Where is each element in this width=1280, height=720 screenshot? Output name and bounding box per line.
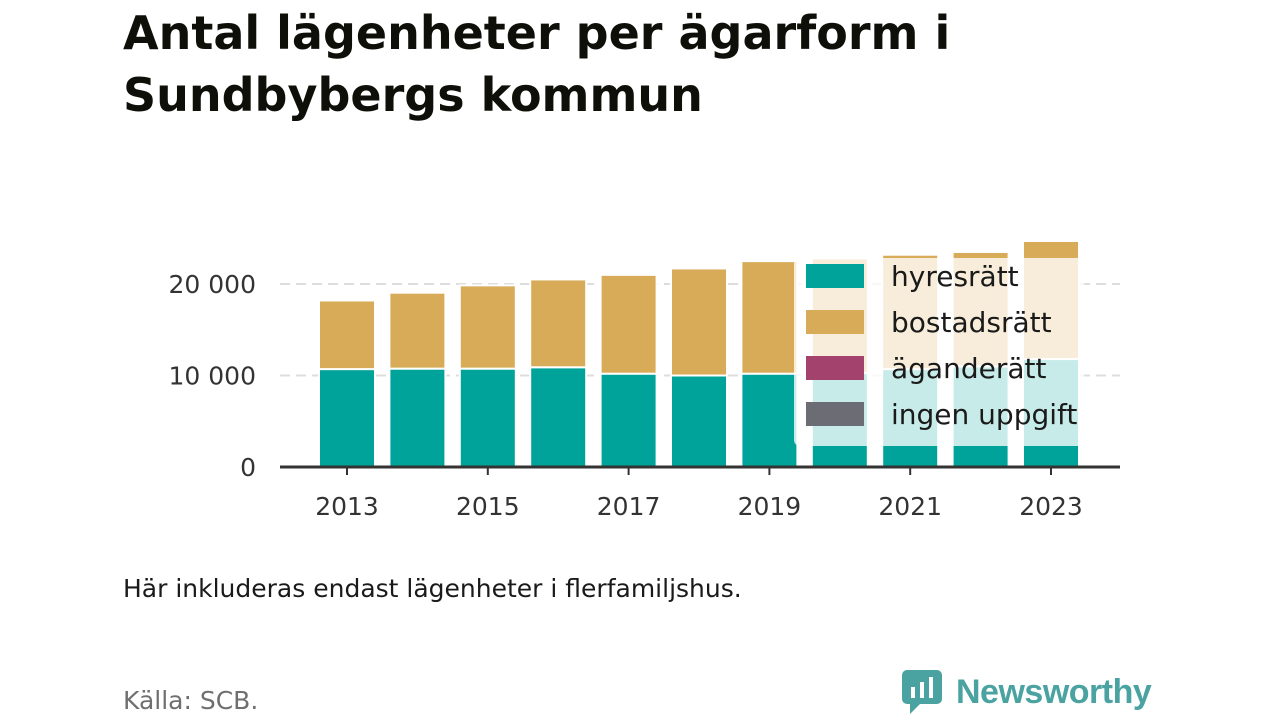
bar-segment-2013 [318,368,376,468]
bar-segment-2015 [458,284,517,370]
x-tick-label: 2013 [315,492,379,521]
x-tick-label: 2015 [456,492,520,521]
source-text: Källa: SCB. [123,686,259,715]
bar-segment-2016 [529,366,588,469]
x-tick-label: 2017 [597,492,661,521]
chart-title-line1: Antal lägenheter per ägarform i [123,6,951,60]
brand-name: Newsworthy [956,672,1152,711]
y-tick-label: 20 000 [169,270,256,299]
legend-label-aganderatt: äganderätt [891,352,1046,385]
y-tick-label: 10 000 [169,362,256,391]
bar-segment-2014 [388,367,447,469]
chart-title-line2: Sundbybergs kommun [123,68,703,122]
legend-box [794,258,1084,446]
bar-segment-2018 [670,267,728,377]
chart-title: Antal lägenheter per ägarform i Sundbybe… [123,2,1123,126]
bar-segment-2019 [740,372,799,469]
x-tick-label: 2021 [878,492,942,521]
legend-swatch-bostadsratt [806,310,864,334]
bar-segment-2015 [458,367,517,469]
brand-logo: Newsworthy [902,670,1152,714]
bar-segment-2019 [740,260,799,375]
bar-segment-2017 [599,273,658,375]
chart-note: Här inkluderas endast lägenheter i flerf… [123,574,742,603]
legend-swatch-hyresratt [806,264,864,288]
legend-label-ingen_uppgift: ingen uppgift [891,398,1077,431]
bar-segment-2016 [529,278,588,369]
legend-swatch-ingen_uppgift [806,402,864,426]
legend-label-hyresratt: hyresrätt [891,260,1019,293]
bar-segment-2014 [388,291,447,370]
bar-segment-2013 [318,299,376,371]
legend-label-bostadsratt: bostadsrätt [891,306,1052,339]
stacked-bar-chart: 0 10 000 20 000 2013 2015 2017 2019 2021 2023 hyr… [169,239,1120,521]
x-tick-label: 2023 [1019,492,1083,521]
bar-segment-2018 [670,374,728,468]
legend-swatch-aganderatt [806,356,864,380]
bar-segment-2017 [599,372,658,469]
x-tick-label: 2019 [738,492,802,521]
newsworthy-logo-icon [902,670,942,714]
y-tick-label: 0 [240,453,256,482]
